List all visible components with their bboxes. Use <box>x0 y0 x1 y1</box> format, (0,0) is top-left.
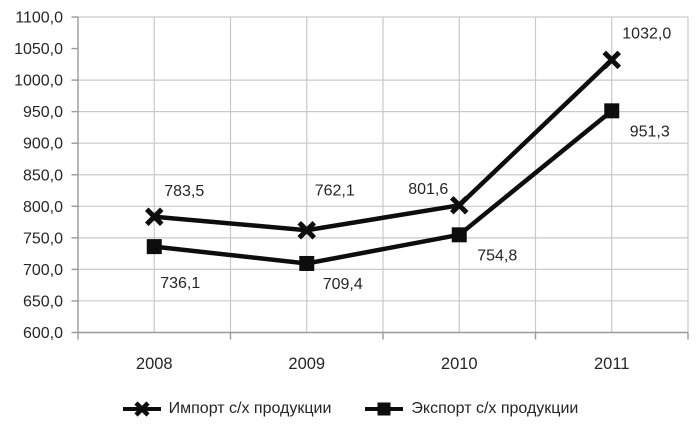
y-tick-label: 950,0 <box>23 104 63 121</box>
legend-label-import: Импорт с/х продукции <box>168 400 332 417</box>
y-tick-label: 600,0 <box>23 325 63 342</box>
y-tick-label: 700,0 <box>23 262 63 279</box>
y-tick-label: 900,0 <box>23 136 63 153</box>
y-tick-label: 850,0 <box>23 167 63 184</box>
marker-square-icon <box>451 227 467 243</box>
marker-square-icon <box>604 103 620 119</box>
legend-item-import: Импорт с/х продукции <box>122 400 332 418</box>
marker-x-icon <box>144 207 164 226</box>
data-label: 783,5 <box>164 183 204 200</box>
marker-x-icon <box>297 220 317 240</box>
chart-legend: Импорт с/х продукции Экспорт с/х продукц… <box>0 395 700 423</box>
y-tick-label: 1100,0 <box>15 10 63 27</box>
series-line-import <box>154 58 614 233</box>
y-tick-label: 1050,0 <box>14 41 63 58</box>
data-label: 762,1 <box>315 183 355 200</box>
legend-item-export: Экспорт с/х продукции <box>364 400 578 418</box>
data-label: 801,6 <box>408 181 448 198</box>
x-tick-label: 2008 <box>136 355 173 373</box>
y-tick-label: 800,0 <box>23 199 63 216</box>
legend-label-export: Экспорт с/х продукции <box>411 400 579 417</box>
y-tick-label: 650,0 <box>23 293 63 310</box>
data-label: 736,1 <box>160 275 200 292</box>
marker-x-icon <box>602 50 622 70</box>
data-label: 951,3 <box>630 123 670 140</box>
y-tick-label: 750,0 <box>23 230 63 247</box>
x-tick-label: 2009 <box>288 355 325 373</box>
legend-marker-square-icon <box>365 402 404 416</box>
legend-marker-x-icon <box>122 401 161 417</box>
data-label: 754,8 <box>477 247 517 264</box>
data-label: 1032,0 <box>622 25 671 42</box>
series-line-export <box>154 109 614 266</box>
data-label: 709,4 <box>323 276 363 293</box>
marker-square-icon <box>146 239 162 255</box>
marker-x-icon <box>449 196 469 215</box>
marker-square-icon <box>299 255 315 271</box>
x-tick-label: 2011 <box>594 355 629 373</box>
y-tick-label: 1000,0 <box>14 73 63 90</box>
x-tick-label: 2010 <box>441 355 478 373</box>
